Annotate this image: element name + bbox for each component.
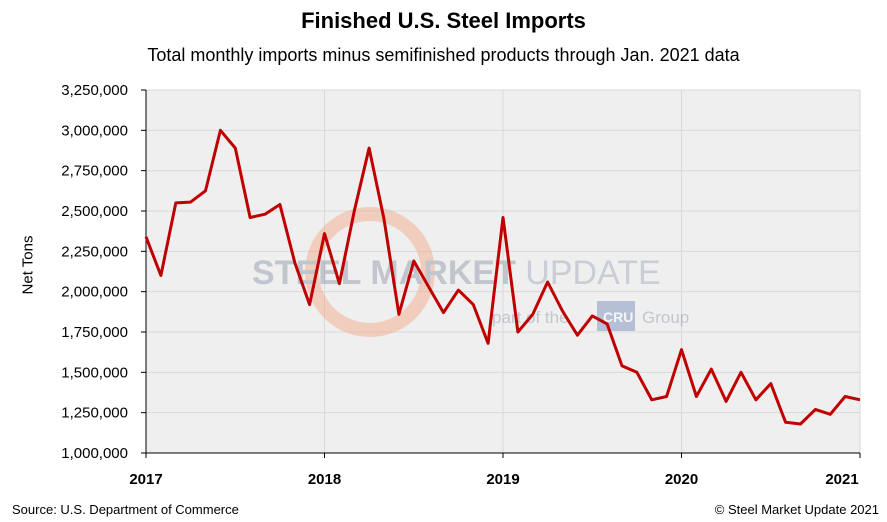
y-tick-label: 3,250,000: [61, 82, 128, 99]
watermark-brand-bold: STEEL MARKET UPDATE: [252, 254, 661, 292]
copyright-note: © Steel Market Update 2021: [714, 502, 879, 517]
y-tick-label: 2,750,000: [61, 163, 128, 180]
y-tick-label: 2,000,000: [61, 284, 128, 301]
x-tick-label: 2017: [129, 471, 162, 488]
x-tick-label: 2019: [486, 471, 519, 488]
watermark-ring: [305, 207, 435, 337]
y-tick-label: 1,250,000: [61, 405, 128, 422]
x-tick-label: 2018: [308, 471, 341, 488]
watermark-tagline-suffix: Group: [642, 308, 689, 327]
y-tick-label: 1,750,000: [61, 324, 128, 341]
y-tick-label: 3,000,000: [61, 122, 128, 139]
watermark-badge: [597, 301, 635, 331]
watermark: STEEL MARKET UPDATE part of the CRU Grou…: [252, 207, 689, 337]
chart-subtitle: Total monthly imports minus semifinished…: [147, 45, 740, 65]
source-note: Source: U.S. Department of Commerce: [12, 502, 239, 517]
gridlines: [145, 89, 861, 454]
y-tick-label: 1,000,000: [61, 445, 128, 462]
y-tick-label: 1,500,000: [61, 364, 128, 381]
x-tick-label: 2021: [825, 471, 858, 488]
y-axis-ticks: 1,000,000 1,250,000 1,500,000 1,750,000 2,00…: [61, 82, 146, 462]
x-tick-label: 2020: [665, 471, 698, 488]
series-line-imports: [144, 128, 861, 426]
x-axis-ticks: 2017 2018 2019 2020 2021: [129, 453, 861, 488]
watermark-badge-text: CRU: [603, 309, 633, 325]
chart-title: Finished U.S. Steel Imports: [301, 8, 586, 33]
y-tick-label: 2,500,000: [61, 203, 128, 220]
y-tick-label: 2,250,000: [61, 243, 128, 260]
